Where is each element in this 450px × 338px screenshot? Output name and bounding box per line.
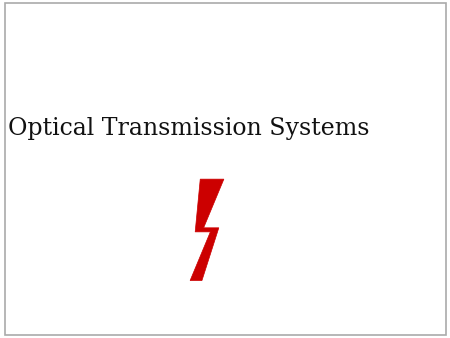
Text: Optical Transmission Systems: Optical Transmission Systems — [8, 117, 370, 140]
Polygon shape — [190, 179, 224, 281]
